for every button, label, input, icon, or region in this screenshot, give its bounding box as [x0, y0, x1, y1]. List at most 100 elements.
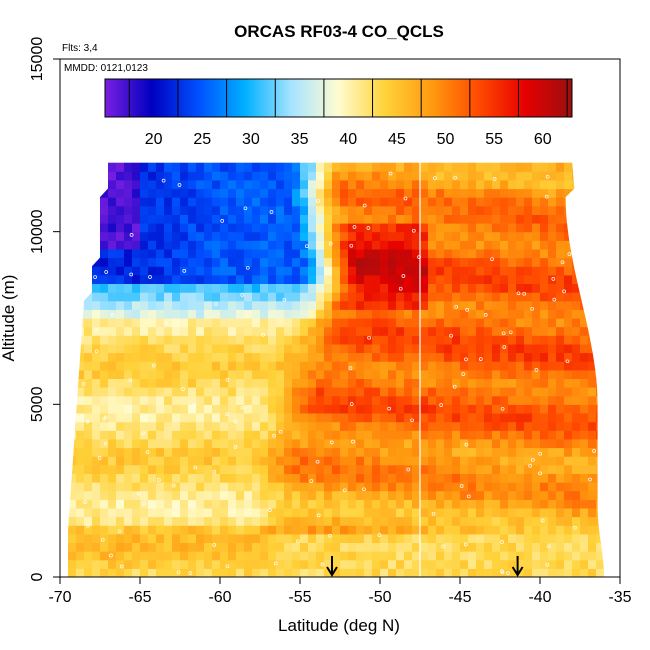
heatmap-cell — [580, 188, 589, 198]
heatmap-cell — [484, 516, 493, 526]
heatmap-cell — [308, 240, 317, 250]
heatmap-cell — [548, 266, 557, 276]
heatmap-cell — [188, 551, 197, 561]
heatmap-cell — [76, 516, 85, 526]
heatmap-cell — [484, 387, 493, 397]
heatmap-cell — [236, 214, 245, 224]
heatmap-cell — [564, 240, 573, 250]
heatmap-cell — [484, 551, 493, 561]
heatmap-cell — [220, 395, 229, 405]
heatmap-cell — [316, 318, 325, 328]
heatmap-cell — [140, 266, 149, 276]
heatmap-cell — [140, 464, 149, 474]
heatmap-cell — [444, 205, 453, 215]
heatmap-cell — [420, 525, 429, 535]
heatmap-cell — [588, 369, 597, 379]
heatmap-cell — [540, 568, 549, 577]
heatmap-cell — [180, 300, 189, 310]
heatmap-cell — [252, 516, 261, 526]
heatmap-cell — [332, 257, 341, 267]
heatmap-cell — [236, 240, 245, 250]
heatmap-cell — [76, 214, 85, 224]
heatmap-cell — [516, 214, 525, 224]
heatmap-cell — [188, 438, 197, 449]
colorbar-tick-label: 40 — [339, 131, 357, 148]
heatmap-cell — [500, 387, 509, 397]
heatmap-cell — [548, 231, 557, 241]
heatmap-cell — [148, 456, 157, 466]
heatmap-cell — [388, 507, 397, 518]
heatmap-cell — [140, 171, 149, 181]
heatmap-cell — [572, 361, 581, 371]
heatmap-cell — [372, 335, 381, 345]
heatmap-cell — [220, 559, 229, 569]
heatmap-cell — [372, 326, 381, 336]
heatmap-cell — [596, 361, 605, 371]
x-tick-label: -35 — [608, 589, 631, 606]
heatmap-cell — [516, 456, 525, 466]
heatmap-cell — [524, 361, 533, 371]
heatmap-cell — [220, 438, 229, 449]
heatmap-cell — [188, 542, 197, 552]
heatmap-cell — [188, 240, 197, 250]
heatmap-cell — [412, 404, 421, 414]
heatmap-cell — [420, 507, 429, 518]
heatmap-cell — [436, 551, 445, 561]
heatmap-cell — [588, 404, 597, 414]
heatmap-cell — [356, 404, 365, 414]
heatmap-cell — [196, 456, 205, 466]
heatmap-cell — [228, 223, 237, 233]
sample-marker — [188, 571, 193, 575]
heatmap-cell — [476, 214, 485, 224]
heatmap-cell — [284, 516, 293, 526]
heatmap-cell — [292, 309, 301, 319]
sample-marker — [141, 431, 146, 436]
heatmap-cell — [236, 516, 245, 526]
heatmap-cell — [524, 413, 533, 423]
sample-marker — [592, 449, 596, 453]
heatmap-cell — [508, 266, 517, 276]
heatmap-cell — [540, 421, 549, 431]
heatmap-cell — [236, 266, 245, 276]
heatmap-cell — [372, 395, 381, 405]
heatmap-cell — [396, 266, 405, 276]
heatmap-cell — [260, 231, 269, 241]
heatmap-cell — [164, 413, 173, 423]
heatmap-cell — [228, 300, 237, 310]
heatmap-cell — [476, 482, 485, 492]
heatmap-cell — [596, 447, 605, 457]
heatmap-cell — [292, 318, 301, 328]
heatmap-cell — [92, 473, 101, 483]
heatmap-cell — [116, 292, 125, 302]
heatmap-cell — [204, 223, 213, 233]
heatmap-cell — [76, 378, 85, 388]
heatmap-cell — [412, 283, 421, 293]
heatmap-cell — [580, 395, 589, 405]
heatmap-cell — [116, 162, 125, 172]
heatmap-cell — [180, 551, 189, 561]
heatmap-cell — [396, 568, 405, 577]
heatmap-cell — [324, 292, 333, 302]
heatmap-cell — [404, 430, 413, 440]
heatmap-cell — [148, 525, 157, 535]
heatmap-cell — [364, 533, 373, 543]
heatmap-cell — [460, 447, 469, 457]
heatmap-cell — [76, 240, 85, 250]
heatmap-cell — [92, 507, 101, 518]
heatmap-cell — [380, 352, 389, 362]
heatmap-cell — [428, 292, 437, 302]
heatmap-cell — [500, 533, 509, 543]
heatmap-cell — [156, 413, 165, 423]
heatmap-cell — [516, 378, 525, 388]
heatmap-cell — [580, 438, 589, 449]
heatmap-cell — [308, 352, 317, 362]
heatmap-cell — [148, 559, 157, 569]
heatmap-cell — [588, 473, 597, 483]
heatmap-cell — [476, 395, 485, 405]
heatmap-cell — [388, 369, 397, 379]
heatmap-cell — [372, 283, 381, 293]
heatmap-cell — [260, 507, 269, 518]
heatmap-cell — [212, 551, 221, 561]
heatmap-cell — [324, 309, 333, 319]
heatmap-cell — [68, 499, 77, 509]
